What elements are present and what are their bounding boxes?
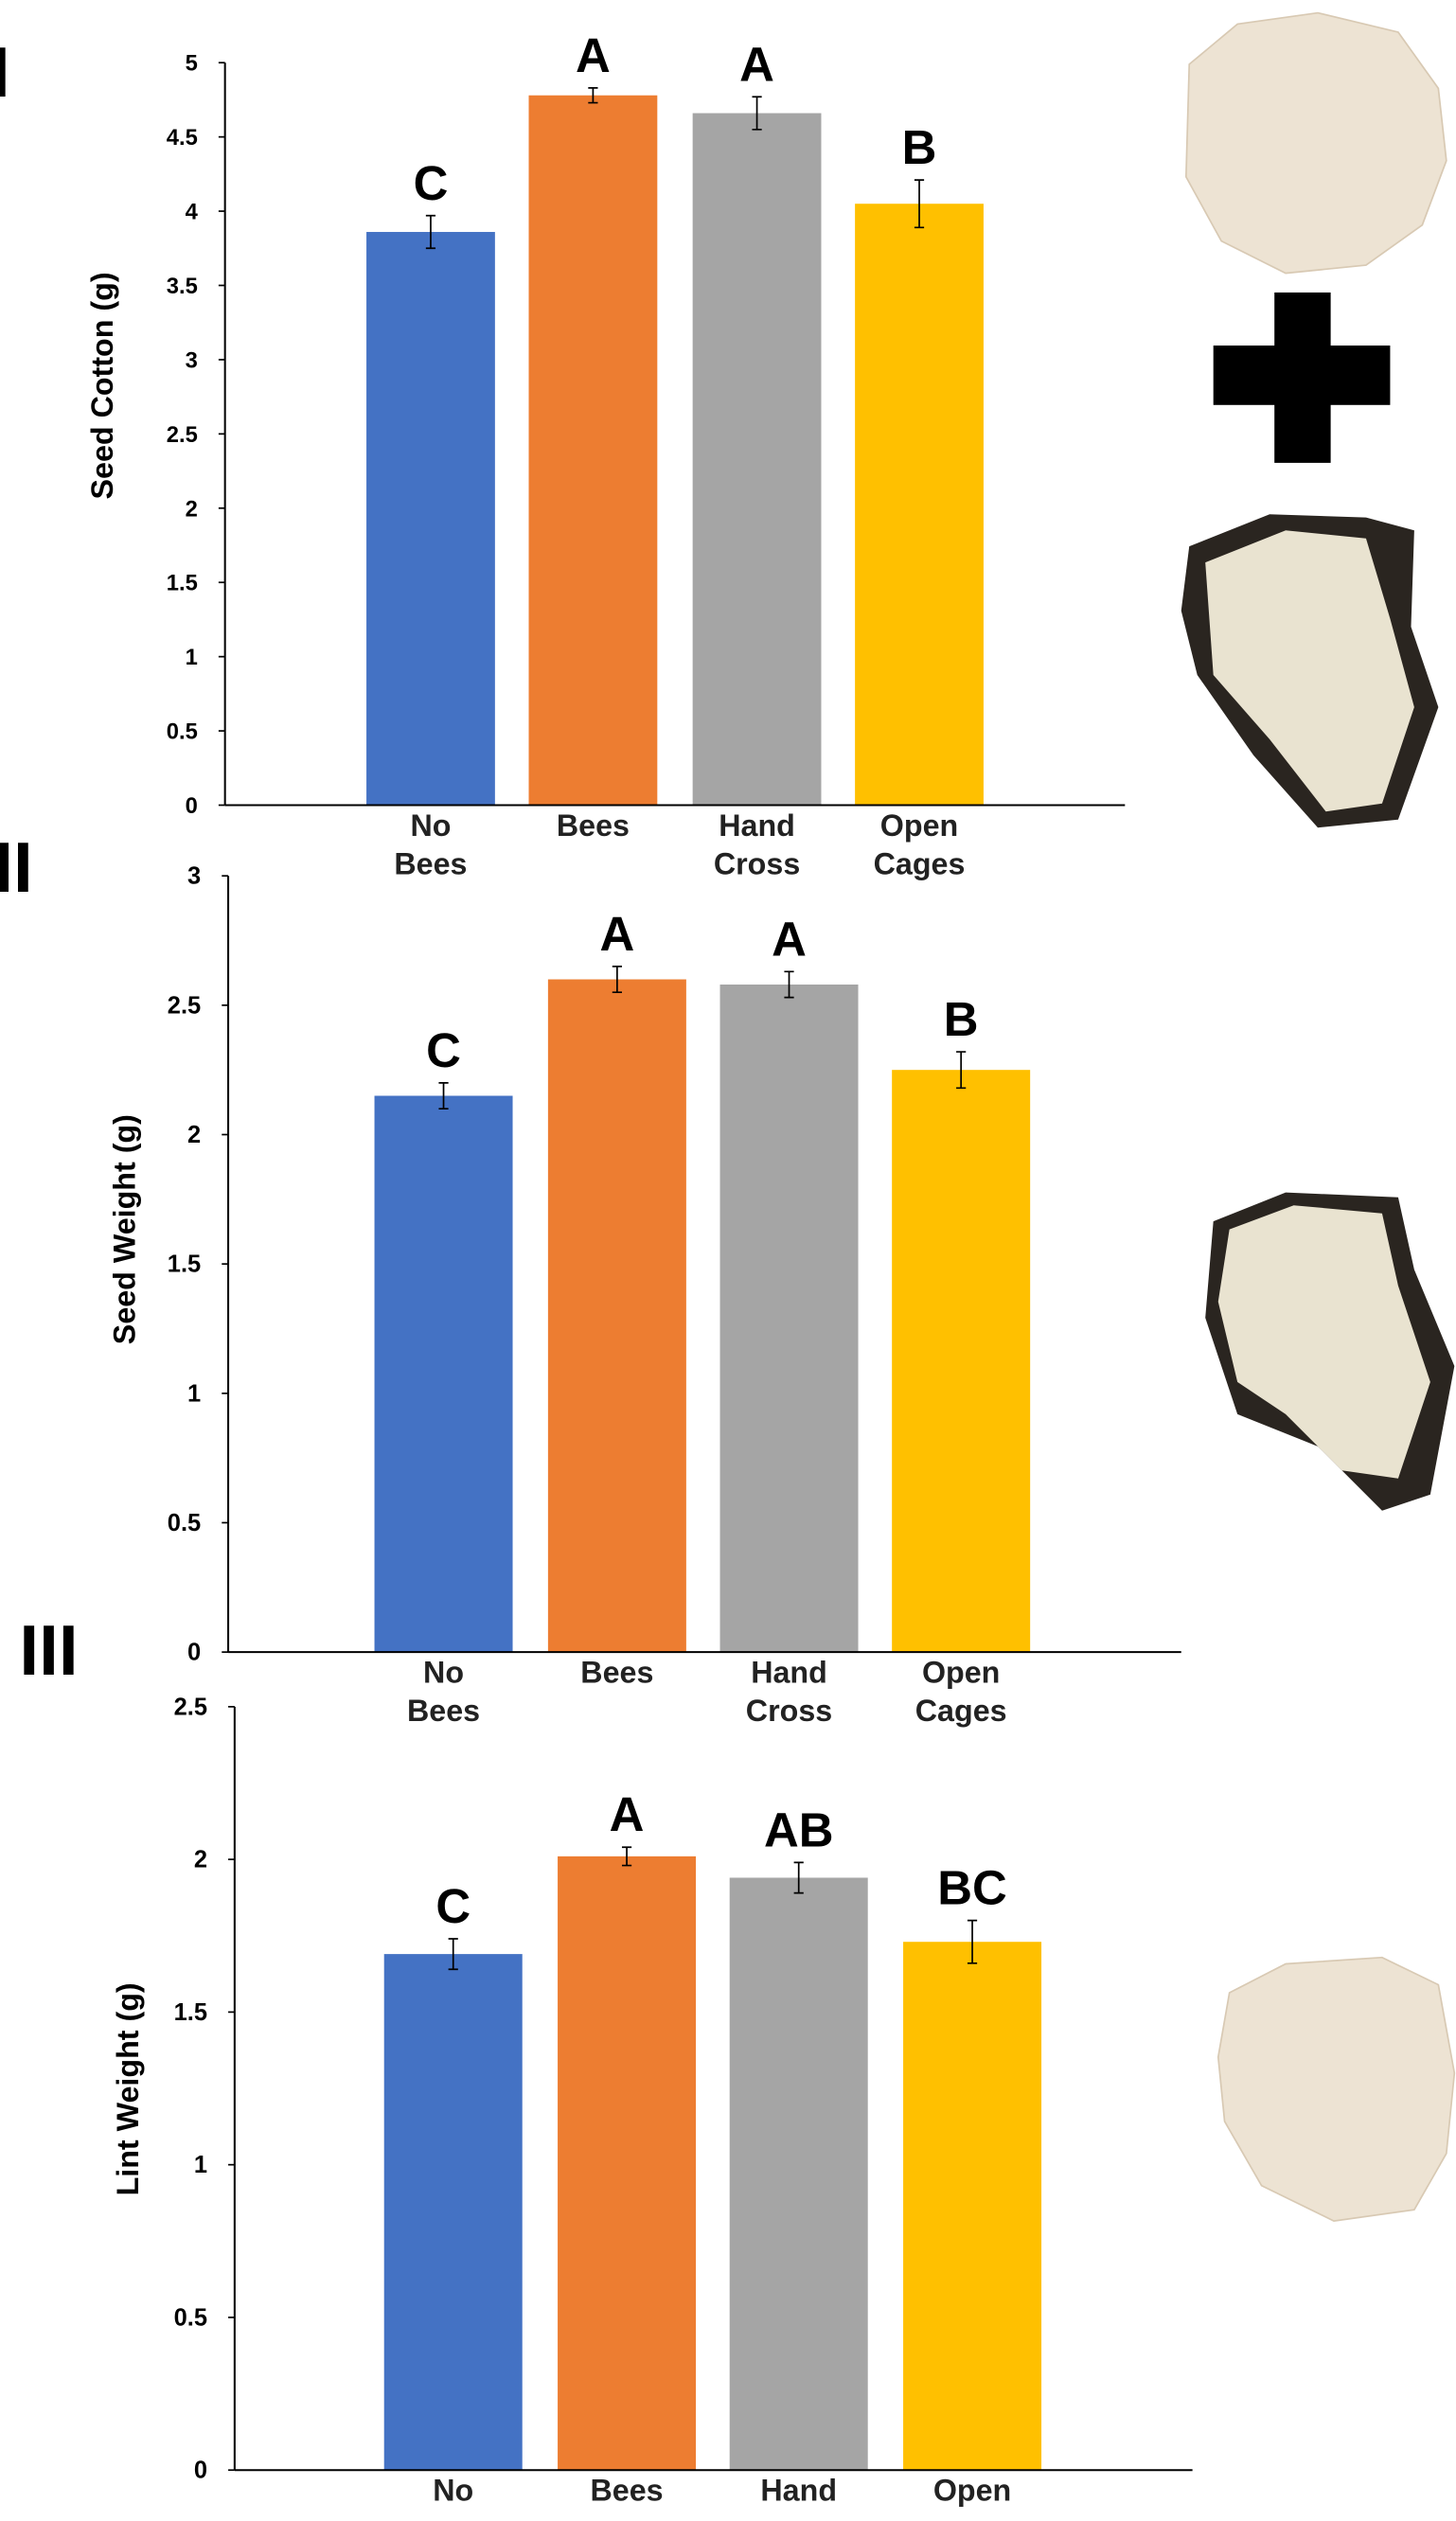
bar [855, 204, 984, 806]
y-tick-label: 2 [194, 1847, 207, 1873]
y-tick-label: 2.5 [167, 422, 198, 448]
y-axis-label: Seed Weight (g) [108, 1114, 142, 1344]
y-tick-label: 2.5 [168, 992, 201, 1019]
significance-letter: A [576, 28, 611, 82]
bar [366, 232, 495, 806]
bar [383, 1954, 523, 2471]
x-tick-label: No [433, 2475, 474, 2509]
bar [729, 1877, 868, 2471]
y-tick-label: 1 [187, 1380, 201, 1407]
x-tick-label: Open [932, 2475, 1012, 2509]
bar [903, 1942, 1042, 2471]
y-tick-label: 5 [186, 51, 198, 77]
error-bar [448, 1938, 458, 1971]
error-bar [752, 96, 762, 131]
panel-label: I [0, 32, 10, 112]
error-bar [956, 1051, 967, 1090]
significance-letter: C [426, 1023, 461, 1077]
y-tick-label: 2 [187, 1122, 201, 1148]
panel-label: III [19, 1610, 78, 1690]
y-tick-label: 0 [194, 2458, 207, 2484]
error-bar [793, 1861, 804, 1894]
error-bar [588, 87, 598, 104]
y-tick-label: 3.5 [167, 274, 198, 299]
cotton-photo [1181, 11, 1456, 2222]
x-tick-label: No Bees [406, 1657, 481, 1730]
significance-letter: C [414, 156, 449, 210]
error-bar [784, 970, 794, 999]
error-bar [425, 214, 436, 250]
y-tick-label: 0.5 [168, 1510, 201, 1536]
y-tick-label: 4 [186, 200, 199, 225]
significance-letter: BC [937, 1861, 1007, 1915]
significance-letter: C [435, 1879, 471, 1933]
y-tick-label: 1 [186, 645, 198, 670]
x-tick-label: Hand [760, 2475, 838, 2509]
y-tick-label: 3 [187, 863, 201, 890]
y-axis-label: Lint Weight (g) [111, 1982, 145, 2195]
x-tick-label: Hand Cross [745, 1657, 833, 1730]
y-tick-label: 3 [186, 347, 198, 373]
y-tick-label: 1.5 [168, 1252, 201, 1278]
bar [547, 979, 686, 1653]
bar [374, 1095, 513, 1653]
x-tick-label: Hand Cross [713, 809, 801, 882]
bar [692, 113, 822, 806]
significance-letter: A [772, 912, 807, 966]
x-tick-label: No Bees [394, 809, 468, 882]
y-tick-label: 0 [187, 1640, 201, 1666]
y-tick-label: 0.5 [167, 719, 198, 745]
error-bar [612, 966, 622, 994]
x-tick-label: Bees [590, 2475, 664, 2509]
significance-letter: B [902, 120, 937, 174]
significance-letter: A [610, 1787, 645, 1841]
y-tick-label: 4.5 [167, 125, 198, 151]
significance-letter: B [944, 992, 979, 1046]
y-tick-label: 2 [186, 496, 198, 522]
bar [558, 1855, 697, 2471]
significance-letter: A [599, 907, 634, 961]
bar [892, 1070, 1031, 1653]
error-bar [621, 1846, 632, 1867]
error-bar [967, 1919, 978, 1964]
bar [528, 95, 658, 806]
x-tick-label: Bees [580, 1657, 654, 1691]
y-tick-label: 1.5 [174, 1999, 207, 2026]
error-bar [438, 1081, 449, 1110]
x-tick-label: Open Cages [914, 1657, 1007, 1730]
significance-letter: AB [764, 1802, 834, 1856]
x-tick-label: Open Cages [873, 809, 966, 882]
panel-label: II [0, 827, 33, 907]
error-bar [914, 179, 925, 229]
y-tick-label: 0 [186, 793, 198, 819]
y-tick-label: 1.5 [167, 571, 198, 596]
y-tick-label: 1 [194, 2152, 207, 2178]
y-axis-label: Seed Cotton (g) [85, 272, 119, 499]
bar [719, 984, 859, 1653]
significance-letter: A [739, 37, 774, 91]
y-tick-label: 0.5 [174, 2304, 207, 2331]
y-tick-label: 2.5 [174, 1694, 207, 1720]
x-tick-label: Bees [556, 809, 630, 844]
